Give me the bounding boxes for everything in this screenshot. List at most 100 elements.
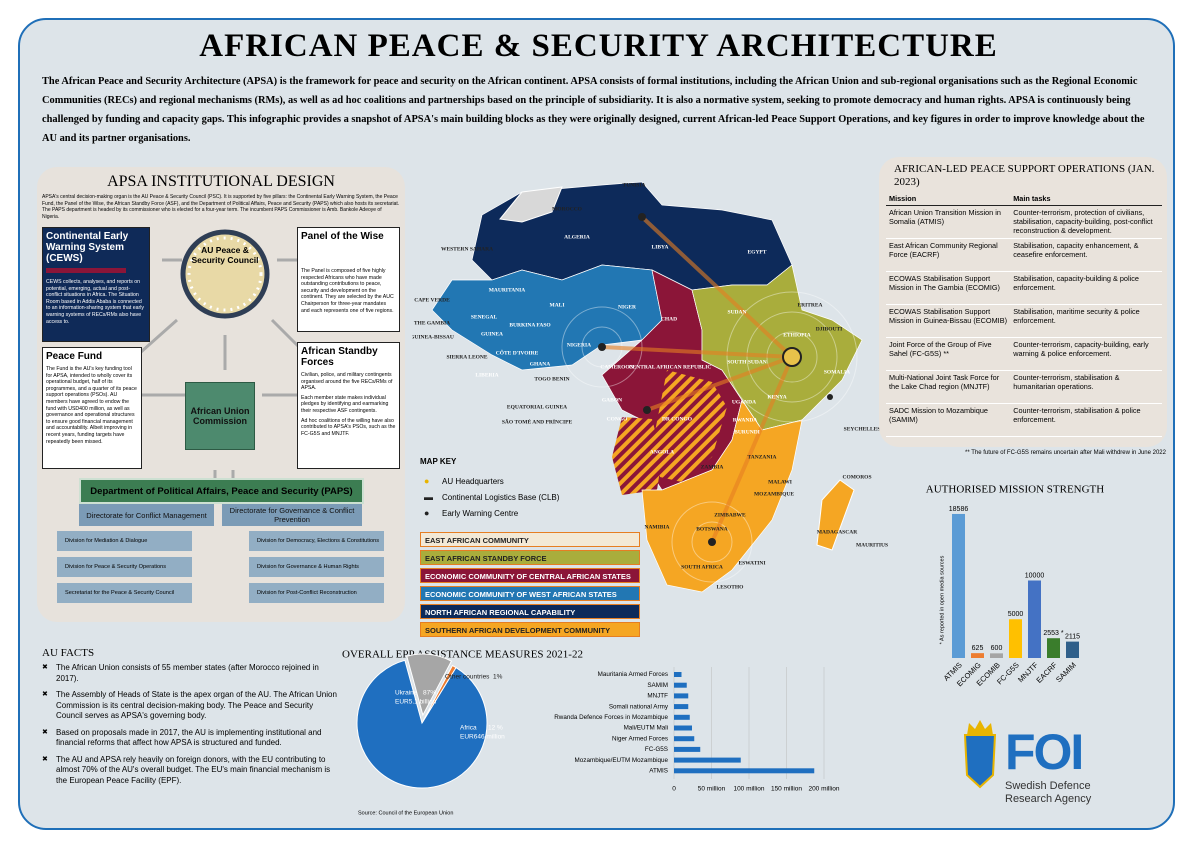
panel-desc: APSA's central decision-making organ is … bbox=[42, 194, 400, 220]
country-label: RWANDA bbox=[733, 417, 758, 423]
country-label: GUINEA bbox=[481, 331, 503, 337]
country-label: CHAD bbox=[661, 316, 677, 322]
pso-cell: Multi-National Joint Task Force for the … bbox=[886, 370, 1011, 404]
bar bbox=[674, 725, 692, 731]
country-label: TOGO BENIN bbox=[534, 376, 569, 382]
cews-bar bbox=[46, 268, 126, 273]
pie-slice bbox=[421, 664, 457, 724]
y-tick-label: Mali/EUTM Mali bbox=[624, 725, 668, 732]
wise-box: Panel of the Wise The Panel is composed … bbox=[297, 227, 400, 332]
country-label: WESTERN SAHARA bbox=[441, 246, 493, 252]
country-label: LIBERIA bbox=[475, 372, 498, 378]
fact: The AU and APSA rely heavily on foreign … bbox=[42, 755, 342, 787]
facts-list: The African Union consists of 55 member … bbox=[42, 663, 342, 792]
slice-name: Africa bbox=[460, 725, 477, 732]
fund-title: Peace Fund bbox=[46, 351, 103, 362]
division: Division for Peace & Security Operations bbox=[57, 557, 192, 577]
community: ECONOMIC COMMUNITY OF WEST AFRICAN STATE… bbox=[420, 586, 640, 601]
asf-title: African Standby Forces bbox=[301, 346, 378, 368]
pso-table: Mission Main tasks African Union Transitio… bbox=[886, 192, 1162, 437]
country-label: MADAGASCAR bbox=[817, 529, 858, 535]
bar bbox=[674, 672, 682, 677]
country-label: LESOTHO bbox=[717, 584, 745, 590]
value-label: 18586 bbox=[949, 506, 969, 513]
value-label: 2115 bbox=[1065, 633, 1080, 640]
cews-title: Continental Early Warning System (CEWS) bbox=[46, 231, 129, 264]
bar bbox=[990, 653, 1003, 658]
country-label: UGANDA bbox=[732, 399, 756, 405]
bar bbox=[674, 682, 687, 688]
x-tick-label: 100 million bbox=[733, 786, 764, 793]
y-tick-label: Rwanda Defence Forces in Mozambique bbox=[554, 714, 668, 721]
country-label: TUNISIA bbox=[623, 182, 646, 188]
asf-texts: Civilian, police, and military contingen… bbox=[301, 372, 396, 437]
pso-row: African Union Transition Mission in Soma… bbox=[886, 205, 1162, 239]
map-key-title: MAP KEY bbox=[420, 457, 457, 466]
africa-map: TUNISIA MOROCCO ALGERIA LIBYA EGYPT WESTERN S… bbox=[412, 181, 888, 593]
value-label: 625 bbox=[972, 645, 984, 652]
x-tick-label: SAMIM bbox=[1054, 660, 1078, 684]
pso-row: Joint Force of the Group of Five Sahel (… bbox=[886, 337, 1162, 371]
fund-box: Peace Fund The Fund is the AU's key fund… bbox=[42, 347, 142, 469]
bar bbox=[674, 746, 701, 752]
country-label: KENYA bbox=[767, 394, 786, 400]
country-label: BOTSWANA bbox=[696, 526, 728, 532]
cews-text: CEWS collects, analyses, and reports on … bbox=[46, 279, 145, 325]
bar bbox=[1047, 638, 1060, 658]
country-label: ANGOLA bbox=[650, 449, 674, 455]
country-label: TANZANIA bbox=[748, 454, 777, 460]
fund-text: The Fund is the AU's key funding tool fo… bbox=[46, 366, 137, 445]
pso-cell: East African Community Regional Force (E… bbox=[886, 238, 1011, 272]
pso-cell: Counter-terrorism, capacity-building, ea… bbox=[1010, 337, 1162, 371]
key-label: Continental Logistics Base (CLB) bbox=[442, 493, 560, 502]
country-label: EQUATORIAL GUINEA bbox=[507, 404, 567, 410]
country-label: BURKINA FASO bbox=[509, 322, 551, 328]
value-label: 2553 * bbox=[1043, 630, 1064, 637]
country-label: GHANA bbox=[530, 361, 551, 367]
pso-cell: Joint Force of the Group of Five Sahel (… bbox=[886, 337, 1011, 371]
key-label: Early Warning Centre bbox=[442, 509, 519, 518]
country-label: NAMIBIA bbox=[644, 524, 669, 530]
community: SOUTHERN AFRICAN DEVELOPMENT COMMUNITY bbox=[420, 622, 640, 637]
logo-text: Swedish Defence Research Agency bbox=[1005, 780, 1091, 806]
y-tick-label: FC-G5S bbox=[645, 746, 668, 753]
pso-cell: Counter-terrorism, protection of civilia… bbox=[1010, 205, 1162, 239]
community: EAST AFRICAN STANDBY FORCE bbox=[420, 550, 640, 565]
chart-title: AUTHORISED MISSION STRENGTH bbox=[926, 484, 1105, 496]
country-label: MAURITANIA bbox=[489, 287, 526, 293]
country-label: CÔTE D'IVOIRE bbox=[496, 348, 539, 356]
country-label: MOZAMBIQUE bbox=[754, 491, 794, 497]
pso-cell: Counter-terrorism, stabilisation & human… bbox=[1010, 370, 1162, 404]
country-label: MAURITIUS bbox=[856, 542, 888, 548]
intro: The African Peace and Security Architect… bbox=[42, 76, 1145, 144]
bar bbox=[1066, 641, 1079, 658]
logo-crest bbox=[963, 720, 997, 789]
x-tick-label: EACRF bbox=[1034, 660, 1059, 685]
directorate: Directorate for Governance & Conflict Pr… bbox=[222, 504, 362, 526]
country-label: NIGER bbox=[618, 304, 637, 310]
key-label: AU Headquarters bbox=[442, 477, 504, 486]
asf-text: Civilian, police, and military contingen… bbox=[301, 372, 393, 392]
value-label: 5000 bbox=[1008, 611, 1024, 618]
source: Source: Council of the European Union bbox=[358, 810, 453, 816]
community: ECONOMIC COMMUNITY OF CENTRAL AFRICAN ST… bbox=[420, 568, 640, 583]
country-label: SIERRA LEONE bbox=[446, 354, 487, 360]
country-label: SOUTH AFRICA bbox=[681, 564, 723, 570]
country-label: THE GAMBIA bbox=[414, 320, 450, 326]
bar bbox=[674, 757, 741, 763]
country-label: BURUNDI bbox=[734, 429, 760, 435]
wise-title: Panel of the Wise bbox=[301, 231, 384, 242]
pso-cell: ECOWAS Stabilisation Support Mission in … bbox=[886, 304, 1011, 338]
slice-value: 12 % bbox=[488, 725, 503, 732]
pso-cell: Stabilisation, maritime security & polic… bbox=[1010, 304, 1162, 338]
bar bbox=[674, 693, 689, 699]
pso-row: East African Community Regional Force (E… bbox=[886, 238, 1162, 272]
slice-name: Other countries bbox=[445, 674, 490, 681]
community: NORTH AFRICAN REGIONAL CAPABILITY bbox=[420, 604, 640, 619]
pso-row: Multi-National Joint Task Force for the … bbox=[886, 370, 1162, 404]
pso-cell: ECOWAS Stabilisation Support Mission in … bbox=[886, 271, 1011, 305]
country-label: LIBYA bbox=[652, 244, 669, 250]
slice-amount: EUR5.1 billion bbox=[395, 699, 437, 706]
division: Secretariat for the Peace & Security Cou… bbox=[57, 583, 192, 603]
